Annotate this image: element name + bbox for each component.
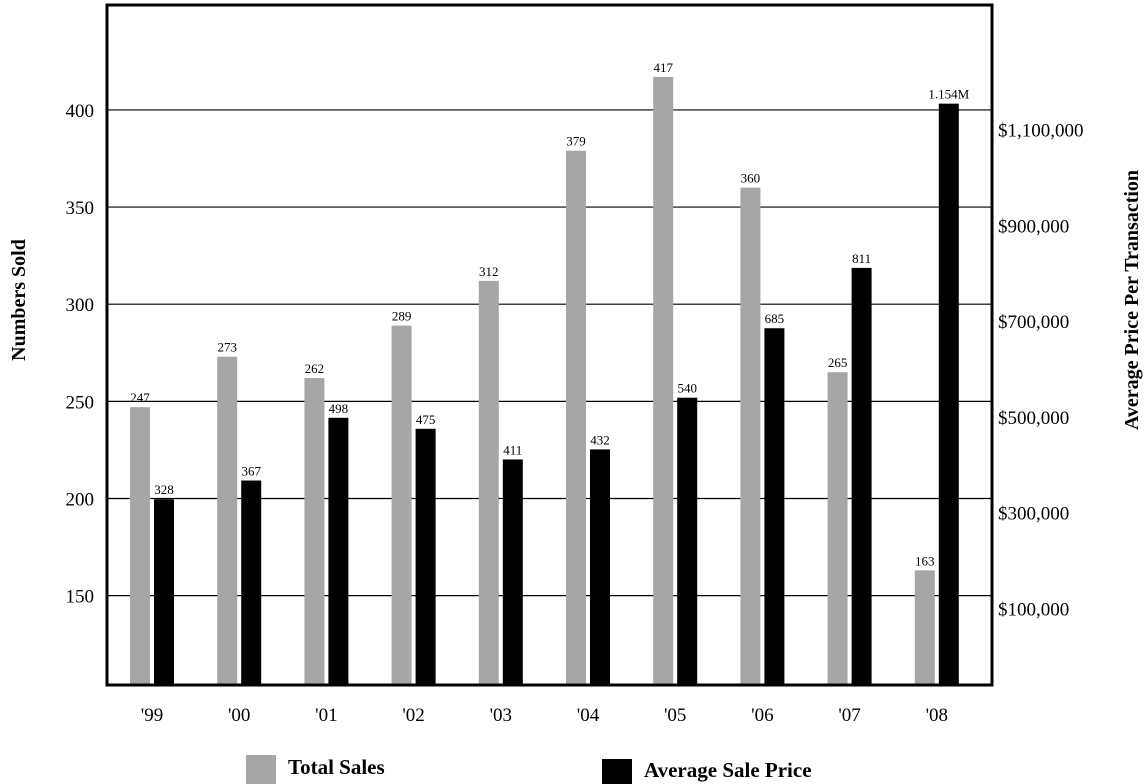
legend: Total Sales Average Sale Price [246,755,812,784]
axes: 150 200 250 300 350 400 $100,000 $300,000 $500,0… [66,101,1084,726]
y-axis-title-left: Numbers Sold [8,239,30,361]
data-label-total-sales: 163 [915,553,935,568]
bar-labels: 247 328 273 367 262 498 289 475 312 411 379 432 417 5… [130,60,969,568]
bar-total-sales [304,378,325,685]
y-axis-title-right: Average Price Per Transaction [1121,170,1143,430]
x-tick-label: '01 [315,705,337,726]
legend-label-total-sales: Total Sales [288,755,385,779]
data-label-average-sale-price: 498 [329,401,349,416]
data-label-average-sale-price: 432 [590,432,610,447]
bars [130,76,959,685]
bar-average-sale-price [677,397,698,685]
bar-average-sale-price [938,103,959,685]
data-label-average-sale-price: 475 [416,412,436,427]
legend-swatch-average-sale-price [602,759,632,784]
data-label-total-sales: 273 [217,340,237,355]
data-label-average-sale-price: 328 [154,482,174,497]
data-label-total-sales: 379 [566,134,586,149]
legend-swatch-total-sales [246,755,276,784]
bar-total-sales [217,356,238,685]
bar-total-sales [478,280,499,685]
bar-total-sales [740,187,761,685]
y-tick-label-left: 250 [66,392,95,413]
bar-average-sale-price [241,480,262,685]
data-label-total-sales: 265 [828,355,848,370]
data-label-total-sales: 289 [392,309,412,324]
bar-average-sale-price [328,417,349,685]
bar-total-sales [566,150,586,685]
y-tick-label-right: $1,100,000 [998,121,1084,142]
x-tick-label: '06 [751,705,773,726]
bar-average-sale-price [502,459,523,685]
x-tick-label: '02 [402,705,424,726]
y-tick-label-left: 350 [66,198,95,219]
y-tick-label-left: 300 [66,295,95,316]
x-tick-label: '04 [577,705,600,726]
y-tick-label-left: 200 [66,489,95,510]
bar-total-sales [653,76,674,685]
x-tick-label: '07 [838,705,860,726]
y-tick-label-left: 400 [66,101,95,122]
x-tick-label: '08 [926,705,948,726]
data-label-average-sale-price: 411 [503,442,522,457]
bar-total-sales [914,570,935,685]
data-label-total-sales: 417 [653,60,673,75]
y-tick-label-right: $700,000 [998,312,1069,333]
bar-average-sale-price [415,428,436,685]
y-tick-label-right: $100,000 [998,599,1069,620]
data-label-average-sale-price: 540 [677,381,697,396]
data-label-average-sale-price: 685 [765,311,785,326]
x-tick-label: '00 [228,705,250,726]
x-tick-label: '03 [490,705,512,726]
y-tick-label-right: $900,000 [998,216,1069,237]
data-label-average-sale-price: 1.154M [928,87,969,102]
data-label-average-sale-price: 811 [852,251,871,266]
data-label-total-sales: 312 [479,264,499,279]
x-tick-label: '05 [664,705,686,726]
bar-average-sale-price [154,499,174,685]
bar-total-sales [827,372,848,685]
data-label-total-sales: 247 [130,390,150,405]
bar-total-sales [391,325,412,685]
y-tick-label-right: $500,000 [998,408,1069,429]
bar-average-sale-price [851,267,872,685]
bar-total-sales [130,407,150,685]
y-tick-label-left: 150 [66,587,95,608]
y-tick-label-right: $300,000 [998,504,1069,525]
plot-frame [105,3,994,687]
x-tick-label: '99 [141,705,163,726]
data-label-average-sale-price: 367 [241,464,261,479]
data-label-total-sales: 262 [305,361,325,376]
bar-average-sale-price [764,328,785,685]
data-label-total-sales: 360 [741,171,761,186]
legend-label-average-sale-price: Average Sale Price [644,758,812,782]
bar-average-sale-price [590,449,610,685]
